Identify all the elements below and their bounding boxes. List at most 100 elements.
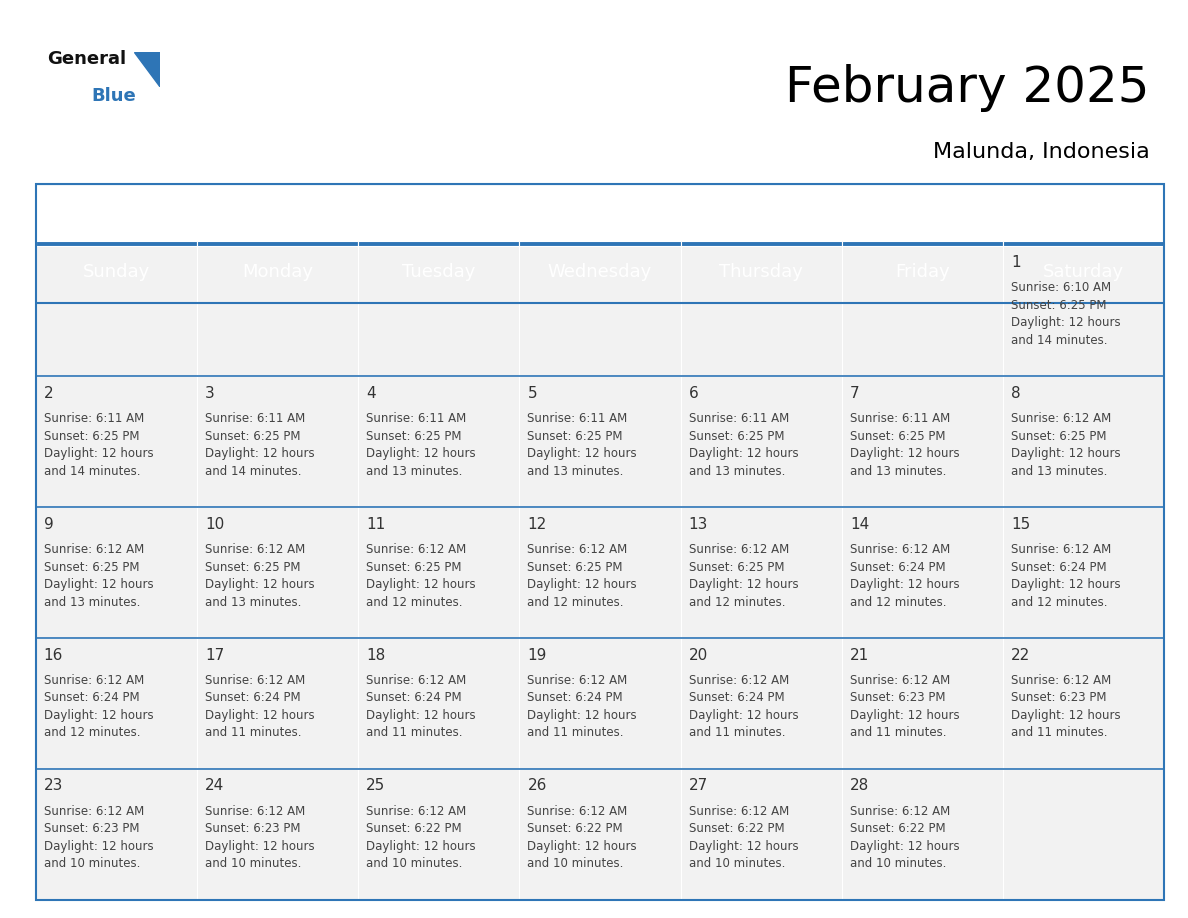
Text: 5: 5: [527, 386, 537, 401]
Bar: [197, 508, 358, 638]
Text: Wednesday: Wednesday: [548, 263, 652, 281]
Text: Sunrise: 6:12 AM
Sunset: 6:22 PM
Daylight: 12 hours
and 10 minutes.: Sunrise: 6:12 AM Sunset: 6:22 PM Dayligh…: [689, 805, 798, 870]
Text: 24: 24: [204, 778, 225, 793]
Text: Blue: Blue: [91, 87, 137, 106]
Text: Sunrise: 6:12 AM
Sunset: 6:24 PM
Daylight: 12 hours
and 11 minutes.: Sunrise: 6:12 AM Sunset: 6:24 PM Dayligh…: [204, 674, 315, 739]
Text: 28: 28: [849, 778, 870, 793]
Text: 23: 23: [44, 778, 63, 793]
Bar: [358, 638, 519, 769]
Text: Saturday: Saturday: [1043, 263, 1124, 281]
Bar: [842, 246, 1003, 376]
Text: Malunda, Indonesia: Malunda, Indonesia: [934, 142, 1150, 162]
Bar: [197, 769, 358, 900]
Text: Sunrise: 6:12 AM
Sunset: 6:23 PM
Daylight: 12 hours
and 10 minutes.: Sunrise: 6:12 AM Sunset: 6:23 PM Dayligh…: [204, 805, 315, 870]
Text: 11: 11: [366, 517, 385, 532]
Text: Sunrise: 6:11 AM
Sunset: 6:25 PM
Daylight: 12 hours
and 13 minutes.: Sunrise: 6:11 AM Sunset: 6:25 PM Dayligh…: [849, 412, 960, 477]
Text: 27: 27: [689, 778, 708, 793]
Text: 25: 25: [366, 778, 385, 793]
Text: 17: 17: [204, 647, 225, 663]
Text: 12: 12: [527, 517, 546, 532]
Text: 16: 16: [44, 647, 63, 663]
Bar: [842, 376, 1003, 508]
Bar: [842, 638, 1003, 769]
Bar: [358, 769, 519, 900]
Bar: [1003, 376, 1164, 508]
Text: Sunrise: 6:12 AM
Sunset: 6:24 PM
Daylight: 12 hours
and 12 minutes.: Sunrise: 6:12 AM Sunset: 6:24 PM Dayligh…: [1011, 543, 1120, 609]
Text: 18: 18: [366, 647, 385, 663]
Text: Sunrise: 6:12 AM
Sunset: 6:24 PM
Daylight: 12 hours
and 11 minutes.: Sunrise: 6:12 AM Sunset: 6:24 PM Dayligh…: [527, 674, 637, 739]
Bar: [358, 246, 519, 376]
Bar: [1003, 769, 1164, 900]
Text: Sunrise: 6:12 AM
Sunset: 6:25 PM
Daylight: 12 hours
and 12 minutes.: Sunrise: 6:12 AM Sunset: 6:25 PM Dayligh…: [527, 543, 637, 609]
Text: Tuesday: Tuesday: [402, 263, 475, 281]
Bar: [519, 241, 681, 303]
Text: 15: 15: [1011, 517, 1030, 532]
Bar: [519, 508, 681, 638]
Polygon shape: [134, 52, 160, 87]
Bar: [1003, 638, 1164, 769]
Text: February 2025: February 2025: [785, 64, 1150, 112]
Bar: [519, 246, 681, 376]
Text: 21: 21: [849, 647, 870, 663]
Text: Sunrise: 6:12 AM
Sunset: 6:25 PM
Daylight: 12 hours
and 13 minutes.: Sunrise: 6:12 AM Sunset: 6:25 PM Dayligh…: [44, 543, 153, 609]
Bar: [358, 241, 519, 303]
Text: 10: 10: [204, 517, 225, 532]
Text: Sunrise: 6:12 AM
Sunset: 6:24 PM
Daylight: 12 hours
and 12 minutes.: Sunrise: 6:12 AM Sunset: 6:24 PM Dayligh…: [44, 674, 153, 739]
Text: 3: 3: [204, 386, 215, 401]
Bar: [1003, 508, 1164, 638]
Text: 6: 6: [689, 386, 699, 401]
Bar: [36, 769, 197, 900]
Text: Sunday: Sunday: [83, 263, 150, 281]
Text: 4: 4: [366, 386, 375, 401]
Bar: [842, 769, 1003, 900]
Text: 13: 13: [689, 517, 708, 532]
Text: Sunrise: 6:11 AM
Sunset: 6:25 PM
Daylight: 12 hours
and 14 minutes.: Sunrise: 6:11 AM Sunset: 6:25 PM Dayligh…: [44, 412, 153, 477]
Text: 8: 8: [1011, 386, 1020, 401]
Text: Sunrise: 6:12 AM
Sunset: 6:25 PM
Daylight: 12 hours
and 13 minutes.: Sunrise: 6:12 AM Sunset: 6:25 PM Dayligh…: [1011, 412, 1120, 477]
Bar: [36, 638, 197, 769]
Text: Sunrise: 6:11 AM
Sunset: 6:25 PM
Daylight: 12 hours
and 13 minutes.: Sunrise: 6:11 AM Sunset: 6:25 PM Dayligh…: [689, 412, 798, 477]
Bar: [842, 241, 1003, 303]
Text: Sunrise: 6:12 AM
Sunset: 6:25 PM
Daylight: 12 hours
and 12 minutes.: Sunrise: 6:12 AM Sunset: 6:25 PM Dayligh…: [366, 543, 475, 609]
Text: 2: 2: [44, 386, 53, 401]
Bar: [197, 246, 358, 376]
Text: Sunrise: 6:12 AM
Sunset: 6:22 PM
Daylight: 12 hours
and 10 minutes.: Sunrise: 6:12 AM Sunset: 6:22 PM Dayligh…: [849, 805, 960, 870]
Bar: [358, 508, 519, 638]
Text: Sunrise: 6:11 AM
Sunset: 6:25 PM
Daylight: 12 hours
and 14 minutes.: Sunrise: 6:11 AM Sunset: 6:25 PM Dayligh…: [204, 412, 315, 477]
Bar: [358, 376, 519, 508]
Bar: [197, 638, 358, 769]
Text: Sunrise: 6:12 AM
Sunset: 6:23 PM
Daylight: 12 hours
and 11 minutes.: Sunrise: 6:12 AM Sunset: 6:23 PM Dayligh…: [849, 674, 960, 739]
Bar: [36, 246, 197, 376]
Text: Monday: Monday: [242, 263, 312, 281]
Bar: [197, 241, 358, 303]
Text: Sunrise: 6:12 AM
Sunset: 6:23 PM
Daylight: 12 hours
and 11 minutes.: Sunrise: 6:12 AM Sunset: 6:23 PM Dayligh…: [1011, 674, 1120, 739]
Bar: [36, 376, 197, 508]
Text: 19: 19: [527, 647, 546, 663]
Bar: [36, 241, 197, 303]
Text: Sunrise: 6:12 AM
Sunset: 6:25 PM
Daylight: 12 hours
and 13 minutes.: Sunrise: 6:12 AM Sunset: 6:25 PM Dayligh…: [204, 543, 315, 609]
Text: 20: 20: [689, 647, 708, 663]
Bar: [681, 508, 842, 638]
Text: Sunrise: 6:12 AM
Sunset: 6:24 PM
Daylight: 12 hours
and 11 minutes.: Sunrise: 6:12 AM Sunset: 6:24 PM Dayligh…: [366, 674, 475, 739]
Text: Thursday: Thursday: [719, 263, 803, 281]
Bar: [519, 769, 681, 900]
Text: Sunrise: 6:12 AM
Sunset: 6:24 PM
Daylight: 12 hours
and 11 minutes.: Sunrise: 6:12 AM Sunset: 6:24 PM Dayligh…: [689, 674, 798, 739]
Bar: [681, 241, 842, 303]
Text: 26: 26: [527, 778, 546, 793]
Bar: [1003, 241, 1164, 303]
Bar: [197, 376, 358, 508]
Text: Sunrise: 6:12 AM
Sunset: 6:22 PM
Daylight: 12 hours
and 10 minutes.: Sunrise: 6:12 AM Sunset: 6:22 PM Dayligh…: [366, 805, 475, 870]
Bar: [681, 246, 842, 376]
Text: Sunrise: 6:12 AM
Sunset: 6:24 PM
Daylight: 12 hours
and 12 minutes.: Sunrise: 6:12 AM Sunset: 6:24 PM Dayligh…: [849, 543, 960, 609]
Bar: [1003, 246, 1164, 376]
Bar: [842, 508, 1003, 638]
Text: Sunrise: 6:10 AM
Sunset: 6:25 PM
Daylight: 12 hours
and 14 minutes.: Sunrise: 6:10 AM Sunset: 6:25 PM Dayligh…: [1011, 282, 1120, 347]
Text: 14: 14: [849, 517, 870, 532]
Bar: [519, 638, 681, 769]
Bar: [681, 376, 842, 508]
Bar: [36, 508, 197, 638]
Text: Sunrise: 6:12 AM
Sunset: 6:22 PM
Daylight: 12 hours
and 10 minutes.: Sunrise: 6:12 AM Sunset: 6:22 PM Dayligh…: [527, 805, 637, 870]
Text: Sunrise: 6:12 AM
Sunset: 6:25 PM
Daylight: 12 hours
and 12 minutes.: Sunrise: 6:12 AM Sunset: 6:25 PM Dayligh…: [689, 543, 798, 609]
Text: 22: 22: [1011, 647, 1030, 663]
Text: Sunrise: 6:12 AM
Sunset: 6:23 PM
Daylight: 12 hours
and 10 minutes.: Sunrise: 6:12 AM Sunset: 6:23 PM Dayligh…: [44, 805, 153, 870]
